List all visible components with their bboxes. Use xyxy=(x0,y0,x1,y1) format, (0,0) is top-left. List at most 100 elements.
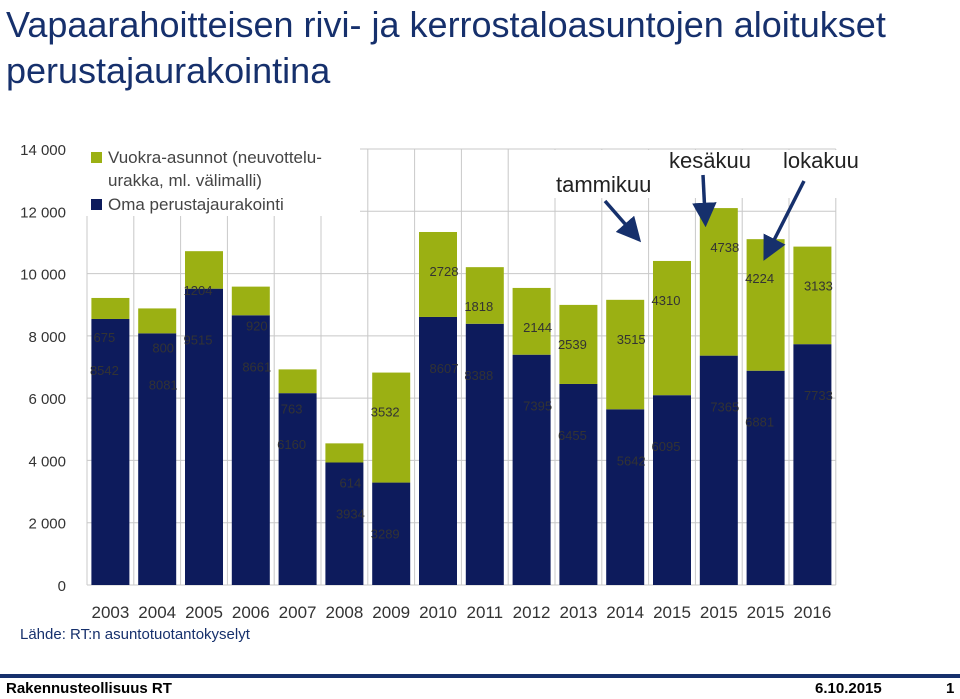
data-label-own: 9515 xyxy=(184,333,213,348)
data-label-rental: 2144 xyxy=(523,320,552,335)
data-label-own: 6455 xyxy=(558,428,587,443)
legend-swatch-rental xyxy=(91,152,102,163)
y-tick-label: 12 000 xyxy=(20,204,66,221)
bar-own xyxy=(606,409,645,585)
bar-rental xyxy=(793,246,832,345)
annotation-arrow xyxy=(763,180,806,261)
x-tick-label: 2015 xyxy=(653,603,691,622)
data-label-own: 8542 xyxy=(90,363,119,378)
x-tick-label: 2011 xyxy=(467,603,504,622)
x-tick-label: 2009 xyxy=(372,603,410,622)
data-label-rental: 800 xyxy=(152,340,174,355)
bar-own xyxy=(325,462,364,585)
x-tick-label: 2016 xyxy=(793,603,831,622)
bar-rental xyxy=(653,260,691,396)
legend-label-own: Oma perustajaurakointi xyxy=(108,195,284,214)
data-label-own: 5642 xyxy=(617,453,646,468)
bar-rental xyxy=(606,299,645,410)
annotation-background xyxy=(552,150,868,198)
y-tick-label: 8 000 xyxy=(28,329,66,346)
y-tick-label: 14 000 xyxy=(20,142,66,159)
bar-rental xyxy=(91,297,130,319)
x-tick-label: 2015 xyxy=(700,603,738,622)
data-label-own: 3934 xyxy=(336,506,365,521)
footer-divider xyxy=(0,674,960,678)
bar-own xyxy=(465,323,504,585)
data-label-own: 7733 xyxy=(804,388,833,403)
bar-own xyxy=(419,316,457,585)
data-label-rental: 4224 xyxy=(745,271,774,286)
data-label-own: 3289 xyxy=(371,527,400,542)
bar-rental xyxy=(419,231,457,317)
annotation-arrow xyxy=(692,174,717,228)
data-label-rental: 1204 xyxy=(184,283,213,298)
legend-swatch-own xyxy=(91,199,102,210)
x-tick-label: 2006 xyxy=(232,603,270,622)
bar-rental xyxy=(559,304,598,384)
bar-own xyxy=(699,355,738,585)
bar-rental xyxy=(278,369,317,394)
bar-rental xyxy=(512,287,551,355)
x-tick-label: 2004 xyxy=(138,603,176,622)
data-label-rental: 763 xyxy=(281,401,303,416)
data-label-rental: 614 xyxy=(340,475,362,490)
data-label-own: 6881 xyxy=(745,415,774,430)
bar-rental xyxy=(231,286,270,316)
x-tick-label: 2014 xyxy=(606,603,644,622)
data-label-own: 8661 xyxy=(242,359,271,374)
bar-rental xyxy=(746,239,785,371)
data-label-rental: 3515 xyxy=(617,332,646,347)
x-tick-label: 2012 xyxy=(513,603,551,622)
data-label-rental: 3133 xyxy=(804,279,833,294)
data-label-own: 8607 xyxy=(430,361,459,376)
bar-own xyxy=(512,354,551,585)
y-tick-label: 0 xyxy=(58,578,66,595)
page-title: Vapaarahoitteisen rivi- ja kerrostaloasu… xyxy=(6,4,886,91)
data-label-own: 7395 xyxy=(523,399,552,414)
data-label-own: 6095 xyxy=(652,439,681,454)
annotation-label: tammikuu xyxy=(556,172,651,197)
data-label-rental: 2728 xyxy=(430,264,459,279)
data-label-rental: 675 xyxy=(94,330,116,345)
footer-organization: Rakennusteollisuus RT xyxy=(6,680,172,697)
y-tick-label: 10 000 xyxy=(20,267,66,284)
bar-own xyxy=(746,370,785,585)
y-tick-label: 6 000 xyxy=(28,391,66,408)
footer-page-number: 1 xyxy=(946,680,955,697)
y-tick-label: 2 000 xyxy=(28,516,66,533)
bar-own xyxy=(559,383,598,585)
x-tick-label: 2013 xyxy=(559,603,597,622)
bar-rental xyxy=(465,267,504,324)
annotation-arrow xyxy=(603,199,642,243)
bar-own xyxy=(138,333,177,585)
bar-own xyxy=(185,288,223,585)
bar-own xyxy=(372,482,411,585)
x-tick-label: 2005 xyxy=(185,603,223,622)
x-tick-label: 2010 xyxy=(419,603,457,622)
bar-own xyxy=(793,344,832,585)
data-label-own: 8081 xyxy=(149,377,178,392)
annotation-label: kesäkuu xyxy=(669,148,751,173)
x-tick-label: 2008 xyxy=(325,603,363,622)
bar-own xyxy=(91,318,130,585)
y-tick-label: 4 000 xyxy=(28,453,66,470)
x-tick-label: 2003 xyxy=(91,603,129,622)
bar-rental xyxy=(325,443,364,463)
data-label-own: 7365 xyxy=(710,400,739,415)
data-label-own: 6160 xyxy=(277,437,306,452)
bar-rental xyxy=(138,308,177,334)
data-label-own: 8388 xyxy=(464,368,493,383)
data-label-rental: 4738 xyxy=(710,240,739,255)
bar-own xyxy=(653,395,691,585)
data-label-rental: 2539 xyxy=(558,337,587,352)
source-note: Lähde: RT:n asuntotuotantokyselyt xyxy=(20,626,250,643)
data-label-rental: 920 xyxy=(246,319,268,334)
x-tick-label: 2015 xyxy=(747,603,785,622)
bar-own xyxy=(231,315,270,585)
footer-date: 6.10.2015 xyxy=(815,680,882,697)
data-label-rental: 3532 xyxy=(371,405,400,420)
bar-rental xyxy=(185,251,223,289)
data-label-rental: 1818 xyxy=(464,299,493,314)
bar-own xyxy=(278,393,317,585)
